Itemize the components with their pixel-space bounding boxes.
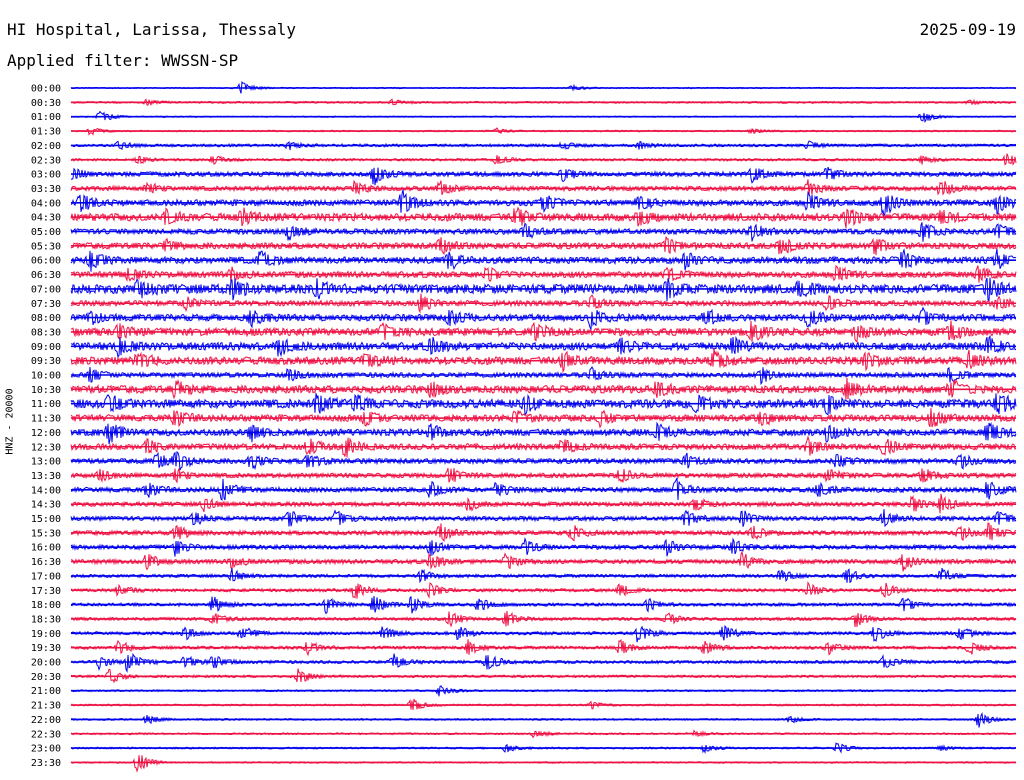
seismic-trace	[70, 668, 1017, 684]
seismic-trace	[70, 421, 1017, 445]
row-time-label: 13:00	[31, 457, 61, 468]
row-time-label: 05:00	[31, 227, 61, 238]
row-time-label: 17:30	[31, 586, 61, 597]
row-time-label: 10:30	[31, 385, 61, 396]
row-time-label: 12:00	[31, 428, 61, 439]
row-time-label: 19:00	[31, 629, 61, 640]
row-time-label: 11:30	[31, 414, 61, 425]
seismic-trace	[70, 166, 1017, 186]
row-time-label: 00:00	[31, 84, 61, 95]
row-time-label: 07:30	[31, 299, 61, 310]
seismic-trace	[70, 179, 1017, 196]
row-time-label: 15:30	[31, 528, 61, 539]
row-time-label: 14:00	[31, 485, 61, 496]
row-time-label: 12:30	[31, 442, 61, 453]
row-time-label: 08:00	[31, 313, 61, 324]
seismic-trace	[70, 277, 1017, 303]
row-time-label: 06:30	[31, 270, 61, 281]
row-time-label: 09:00	[31, 342, 61, 353]
row-time-label: 11:00	[31, 399, 61, 410]
row-time-label: 06:00	[31, 256, 61, 267]
row-time-label: 08:30	[31, 327, 61, 338]
seismic-trace	[70, 522, 1017, 543]
seismic-trace	[71, 711, 1017, 728]
row-time-label: 15:00	[31, 514, 61, 525]
row-time-label: 16:00	[31, 543, 61, 554]
row-time-label: 01:00	[31, 112, 61, 123]
row-time-label: 19:30	[31, 643, 61, 654]
row-time-label: 05:30	[31, 241, 61, 252]
seismic-trace	[70, 306, 1017, 332]
row-time-label: 04:00	[31, 198, 61, 209]
row-time-label: 18:30	[31, 614, 61, 625]
seismic-trace	[70, 393, 1017, 417]
row-time-label: 20:00	[31, 658, 61, 669]
row-time-label: 16:30	[31, 557, 61, 568]
row-time-label: 14:30	[31, 500, 61, 511]
station-title: HI Hospital, Larissa, Thessaly	[7, 20, 296, 39]
row-time-label: 02:00	[31, 141, 61, 152]
row-time-label: 01:30	[31, 127, 61, 138]
seismic-trace	[70, 477, 1017, 501]
row-time-label: 21:30	[31, 701, 61, 712]
row-time-label: 02:30	[31, 155, 61, 166]
seismic-trace	[70, 348, 1017, 374]
row-time-label: 03:00	[31, 170, 61, 181]
row-time-label: 20:30	[31, 672, 61, 683]
row-time-label: 18:00	[31, 600, 61, 611]
row-time-label: 23:30	[31, 758, 61, 769]
row-time-label: 07:00	[31, 284, 61, 295]
seismic-trace	[70, 320, 1016, 343]
row-time-label: 22:00	[31, 715, 61, 726]
row-time-label: 00:30	[31, 98, 61, 109]
row-time-label: 21:00	[31, 686, 61, 697]
row-time-label: 17:00	[31, 571, 61, 582]
row-time-label: 03:30	[31, 184, 61, 195]
row-time-label: 22:30	[31, 729, 61, 740]
filter-label: Applied filter: WWSSN-SP	[7, 51, 239, 70]
seismic-trace	[70, 567, 1017, 584]
record-date: 2025-09-19	[919, 20, 1016, 39]
row-time-label: 09:30	[31, 356, 61, 367]
row-time-label: 04:30	[31, 213, 61, 224]
row-time-label: 23:00	[31, 744, 61, 755]
row-time-label: 10:00	[31, 371, 61, 382]
row-time-label: 13:30	[31, 471, 61, 482]
